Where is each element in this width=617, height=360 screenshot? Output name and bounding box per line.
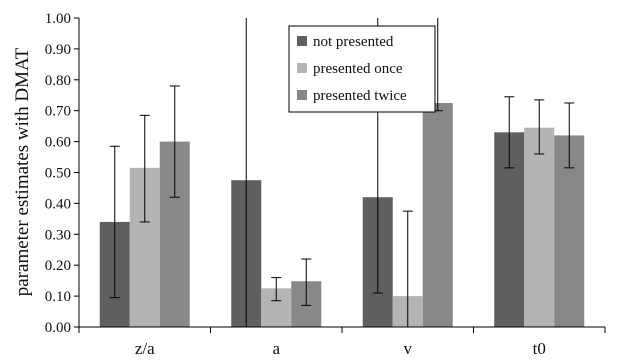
y-tick-label: 0.00 bbox=[45, 320, 71, 336]
x-tick-label: z/a bbox=[135, 339, 155, 358]
error-bar-not-presented-3 bbox=[504, 96, 515, 169]
y-tick-label: 0.30 bbox=[45, 227, 71, 243]
legend-label: presented twice bbox=[313, 88, 407, 104]
legend-item: presented twice bbox=[297, 88, 407, 104]
legend: not presented presented once presented twi… bbox=[288, 25, 436, 113]
bar-presented-twice-2 bbox=[422, 102, 453, 327]
error-bar-presented-twice-1 bbox=[301, 258, 312, 306]
legend-item: presented once bbox=[297, 61, 403, 77]
y-tick-label: 0.90 bbox=[45, 42, 71, 58]
bar-presented-once-3 bbox=[524, 127, 555, 327]
error-bar-presented-twice-0 bbox=[169, 85, 180, 198]
y-tick-label: 0.40 bbox=[45, 196, 71, 212]
error-bar-presented-once-3 bbox=[534, 99, 545, 155]
legend-swatch bbox=[297, 90, 307, 100]
error-bar-presented-once-1 bbox=[271, 277, 282, 302]
legend-label: presented once bbox=[313, 61, 403, 77]
legend-swatch bbox=[297, 36, 307, 46]
x-tick-label: a bbox=[272, 339, 280, 358]
y-tick-label: 0.10 bbox=[45, 289, 71, 305]
y-tick-label: 0.50 bbox=[45, 166, 71, 182]
legend-box bbox=[288, 25, 436, 113]
bars-layer bbox=[99, 102, 585, 327]
error-bar-not-presented-0 bbox=[109, 145, 120, 299]
legend-label: not presented bbox=[313, 34, 394, 50]
error-bar-presented-twice-3 bbox=[564, 102, 575, 169]
x-tick-label: v bbox=[404, 339, 413, 358]
y-tick-label: 0.60 bbox=[45, 135, 71, 151]
y-tick-label: 1.00 bbox=[45, 11, 71, 27]
y-tick-label: 0.20 bbox=[45, 258, 71, 274]
y-tick-label: 0.80 bbox=[45, 73, 71, 89]
legend-swatch bbox=[297, 63, 307, 73]
error-bar-presented-once-2 bbox=[402, 210, 413, 327]
y-axis-title: parameter estimates with DMAT bbox=[12, 47, 33, 296]
axes-layer: 0.00 0.10 0.20 0.30 0.40 0.50 0.60 0.70 0.80 0.90… bbox=[45, 11, 606, 358]
x-tick-label: t0 bbox=[533, 339, 546, 358]
legend-item: not presented bbox=[297, 34, 394, 50]
error-bar-presented-once-0 bbox=[139, 114, 150, 223]
y-tick-label: 0.70 bbox=[45, 104, 71, 120]
